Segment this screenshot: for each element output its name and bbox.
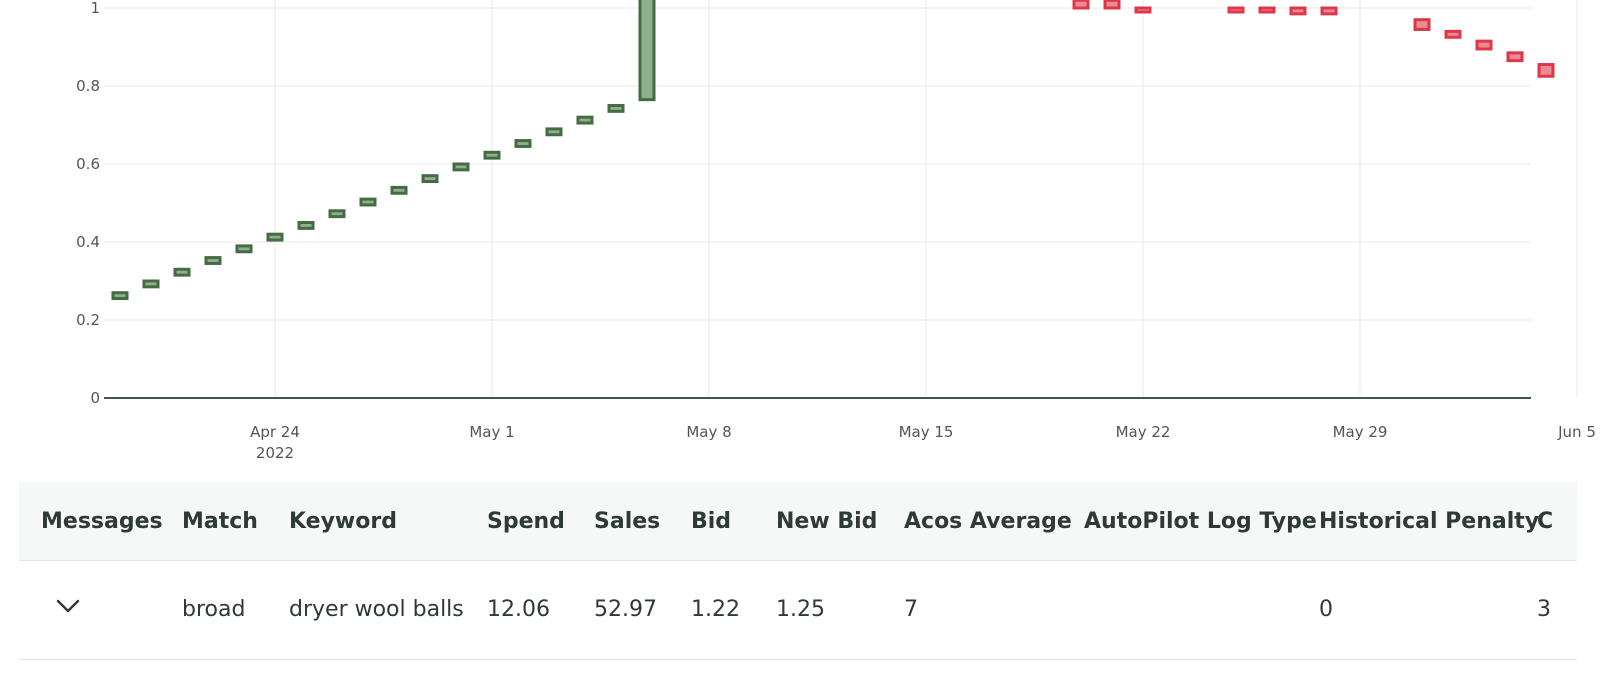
increase-candle — [514, 139, 532, 148]
decrease-candle — [1072, 0, 1090, 10]
col-header-truncated[interactable]: C — [1537, 509, 1554, 534]
y-tick-label: 0 — [90, 389, 100, 407]
y-tick-label: 0.8 — [76, 77, 100, 95]
increase-candle — [235, 244, 253, 254]
col-header-acos-average[interactable]: Acos Average — [904, 509, 1072, 534]
keyword-log-table: Messages Match Keyword Spend Sales Bid N… — [19, 482, 1577, 680]
x-tick-label: May 1 — [469, 423, 514, 441]
col-header-bid[interactable]: Bid — [691, 509, 732, 534]
bid-history-chart: 0 0.2 0.4 0.6 0.8 1 Apr 24 2022 May 1 May 8 May 15… — [76, 0, 1596, 462]
decrease-candle — [1227, 6, 1245, 14]
table-row[interactable]: broad dryer wool balls 12.06 52.97 1.22 … — [19, 561, 1577, 660]
x-tick-year-label: 2022 — [256, 444, 294, 462]
col-header-sales[interactable]: Sales — [594, 509, 661, 534]
y-tick-label: 1 — [90, 0, 100, 17]
increase-candle — [359, 197, 377, 207]
col-header-match[interactable]: Match — [182, 509, 258, 534]
increase-candle — [452, 162, 470, 172]
decrease-candle — [1258, 6, 1276, 14]
x-tick-label: May 29 — [1333, 423, 1388, 441]
cell-spend: 12.06 — [487, 597, 550, 622]
col-header-autopilot-log-type[interactable]: AutoPilot Log Type — [1084, 509, 1317, 534]
x-tick-label: May 15 — [899, 423, 954, 441]
increase-candle — [545, 127, 563, 137]
increase-candle — [266, 232, 284, 242]
cell-truncated: 3 — [1537, 597, 1551, 622]
cell-keyword: dryer wool balls — [289, 597, 464, 622]
x-tick-label: May 8 — [686, 423, 731, 441]
x-tick-label: Jun 5 — [1557, 423, 1596, 441]
decrease-candle — [1134, 6, 1152, 14]
cell-bid: 1.22 — [691, 597, 740, 622]
x-tick-label: May 22 — [1116, 423, 1171, 441]
col-header-keyword[interactable]: Keyword — [289, 509, 397, 534]
cell-acos-average: 7 — [904, 597, 918, 622]
cell-historical-penalty: 0 — [1319, 597, 1333, 622]
increase-candle — [328, 209, 346, 219]
decrease-candle — [1103, 0, 1121, 10]
x-tick-label: Apr 24 — [250, 423, 300, 441]
y-tick-label: 0.6 — [76, 155, 100, 173]
increase-candle — [421, 174, 439, 184]
increase-candle — [576, 115, 594, 125]
y-tick-label: 0.4 — [76, 233, 100, 251]
decrease-candle — [1320, 6, 1338, 16]
chart-canvas: 0 0.2 0.4 0.6 0.8 1 Apr 24 2022 May 1 May 8 May 15… — [76, 0, 1596, 462]
cell-new-bid: 1.25 — [776, 597, 825, 622]
decrease-candle — [1475, 39, 1493, 51]
cell-match: broad — [182, 597, 246, 622]
increase-candle — [142, 279, 160, 289]
cell-sales: 52.97 — [594, 597, 657, 622]
decrease-candle — [1537, 63, 1555, 78]
col-header-messages[interactable]: Messages — [41, 509, 163, 534]
chevron-down-icon — [56, 599, 80, 613]
increase-candle — [111, 291, 129, 301]
increase-candle — [204, 256, 222, 265]
col-header-new-bid[interactable]: New Bid — [776, 509, 878, 534]
increase-candle — [638, 0, 656, 102]
increase-candle — [483, 150, 501, 160]
table-header: Messages Match Keyword Spend Sales Bid N… — [19, 482, 1577, 561]
increase-candle — [297, 221, 315, 230]
y-tick-label: 0.2 — [76, 311, 100, 329]
increase-candle — [607, 104, 625, 113]
decrease-candle — [1506, 51, 1524, 63]
decrease-candle — [1289, 6, 1307, 16]
increase-candle — [390, 185, 408, 195]
increase-candle — [173, 267, 191, 277]
decrease-candle — [1413, 18, 1431, 31]
col-header-historical-penalty[interactable]: Historical Penalty — [1319, 509, 1540, 534]
col-header-spend[interactable]: Spend — [487, 509, 565, 534]
decrease-candle — [1444, 29, 1462, 39]
expand-row-button[interactable] — [53, 591, 83, 621]
